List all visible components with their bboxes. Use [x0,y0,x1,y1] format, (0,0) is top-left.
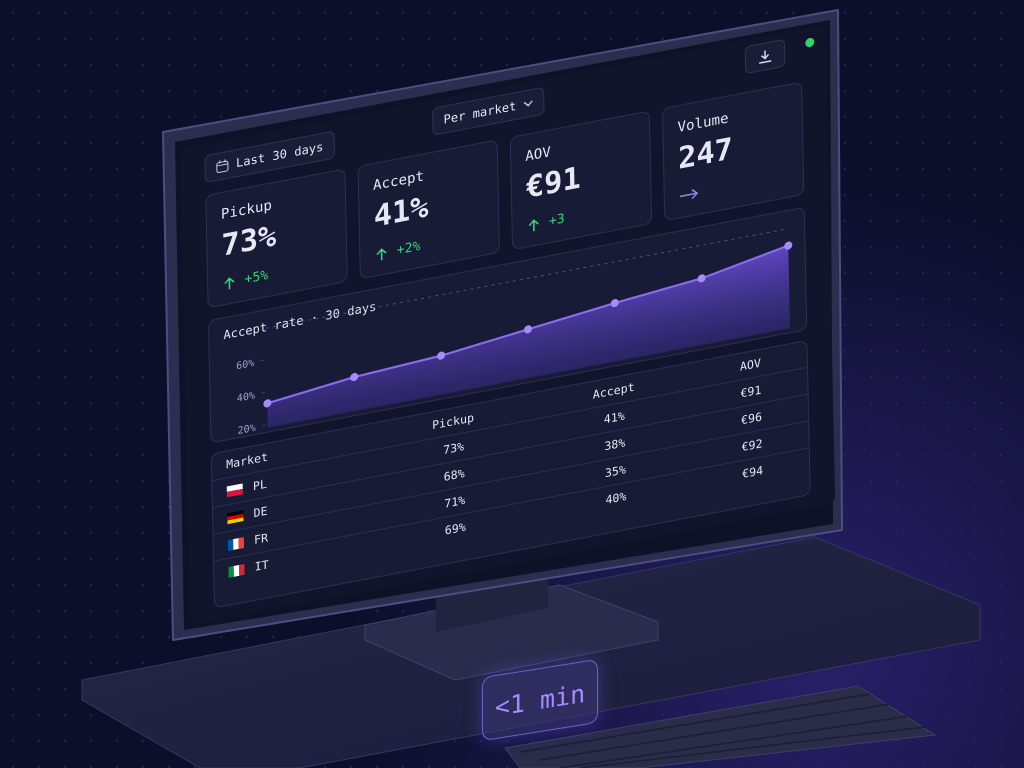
kpi-label: AOV [525,144,551,166]
arrow [224,276,235,289]
kpi-card: Volume 247 [661,81,805,222]
table-row: PL 73% 41% €91 [212,367,808,508]
point [610,298,619,308]
kpi-value: 247 [677,131,734,177]
kpi-value: 41% [373,189,429,235]
kpi-label: Pickup [220,197,273,224]
kpi-label: Accept [372,168,425,195]
market-label: Per market [443,98,517,127]
flag [227,536,245,551]
flag-stripe [227,513,244,521]
arrow-icon [224,276,235,289]
flag [228,563,245,578]
table-cell: PL [212,450,374,508]
flag-stripe [227,538,234,551]
point [784,241,793,250]
y-tick-label: 40% [237,390,255,404]
point [697,274,706,283]
table-cell: IT [214,531,375,588]
market-cell: FR [227,513,361,552]
y-tick-label: 60% [236,358,254,372]
kpi-card: Accept 41% +2% [357,139,500,280]
table-cell: DE [212,476,375,535]
table-row: DE 68% 38% €96 [212,394,809,535]
target-line [265,228,788,329]
arrow [679,189,699,200]
table-row: FR 71% 35% €92 [213,421,809,562]
status-dot [805,37,815,48]
download-icon [759,50,772,64]
arrow-icon [376,247,387,260]
market-code: FR [253,530,269,548]
flag-stripe [233,564,240,577]
y-tick [261,391,266,394]
market-code: IT [254,557,269,574]
y-tick [260,359,265,362]
flag [226,482,243,497]
keyboard [504,685,937,768]
flag-stripe [226,488,243,497]
delta-value: +3 [548,211,565,230]
screen: Last 30 days Per market Pickup 73% +5% Acce… [180,25,836,626]
kpi-card: Pickup 73% +5% [205,168,348,309]
calendar-icon [216,158,229,173]
kpi-delta: +2% [374,238,421,263]
point [523,325,532,334]
market-cell: IT [228,540,361,579]
keyboard-keys [519,693,926,768]
table-panel: Market Pickup Accept AOV PL 73% 41% €91 DE 68% 38%… [210,339,811,609]
flag-stripe [233,537,239,550]
market-code: DE [253,503,268,521]
table-cell: FR [213,503,375,562]
flag [227,509,244,524]
market-code: PL [252,476,268,494]
arrow [528,218,539,231]
flag-stripe [227,509,244,517]
arrow-icon [528,218,539,231]
point [437,351,446,360]
point [350,373,359,382]
flag-stripe [228,565,234,578]
table-row: IT 69% 40% €94 [214,448,809,588]
y-tick-label: 20% [237,423,255,437]
kpi-label: Volume [677,110,729,137]
flag-stripe [238,536,245,549]
chart-panel: Accept rate · 30 days 20% 40% 60% [207,206,808,444]
date-filter[interactable]: Last 30 days [204,130,335,184]
delta-value: +2% [396,238,421,259]
market-cell: PL [226,459,360,498]
flag-stripe [239,563,245,576]
kpi-delta: +3 [527,211,565,233]
kpi-card: AOV €91 +3 [509,110,653,251]
chevron [523,100,533,107]
kpi-delta [679,186,699,204]
flag-stripe [227,516,244,524]
download-button[interactable] [744,38,786,75]
market-dropdown[interactable]: Per market [432,86,545,136]
chart: 20% 40% 60% [236,228,793,437]
date-label: Last 30 days [235,139,324,171]
market-table: Market Pickup Accept AOV PL 73% 41% €91 DE 68% 38%… [211,341,810,588]
stand-base [364,584,659,681]
point [263,399,272,408]
kpi-value: 73% [221,218,277,264]
kpi-value: €91 [525,160,581,206]
arrow-icon [679,189,699,200]
arrow [376,247,387,260]
market-cell: DE [227,486,360,525]
flag-stripe [226,482,243,492]
y-tick [261,424,266,427]
kpi-delta: +5% [222,268,268,292]
delta-value: +5% [244,267,269,288]
